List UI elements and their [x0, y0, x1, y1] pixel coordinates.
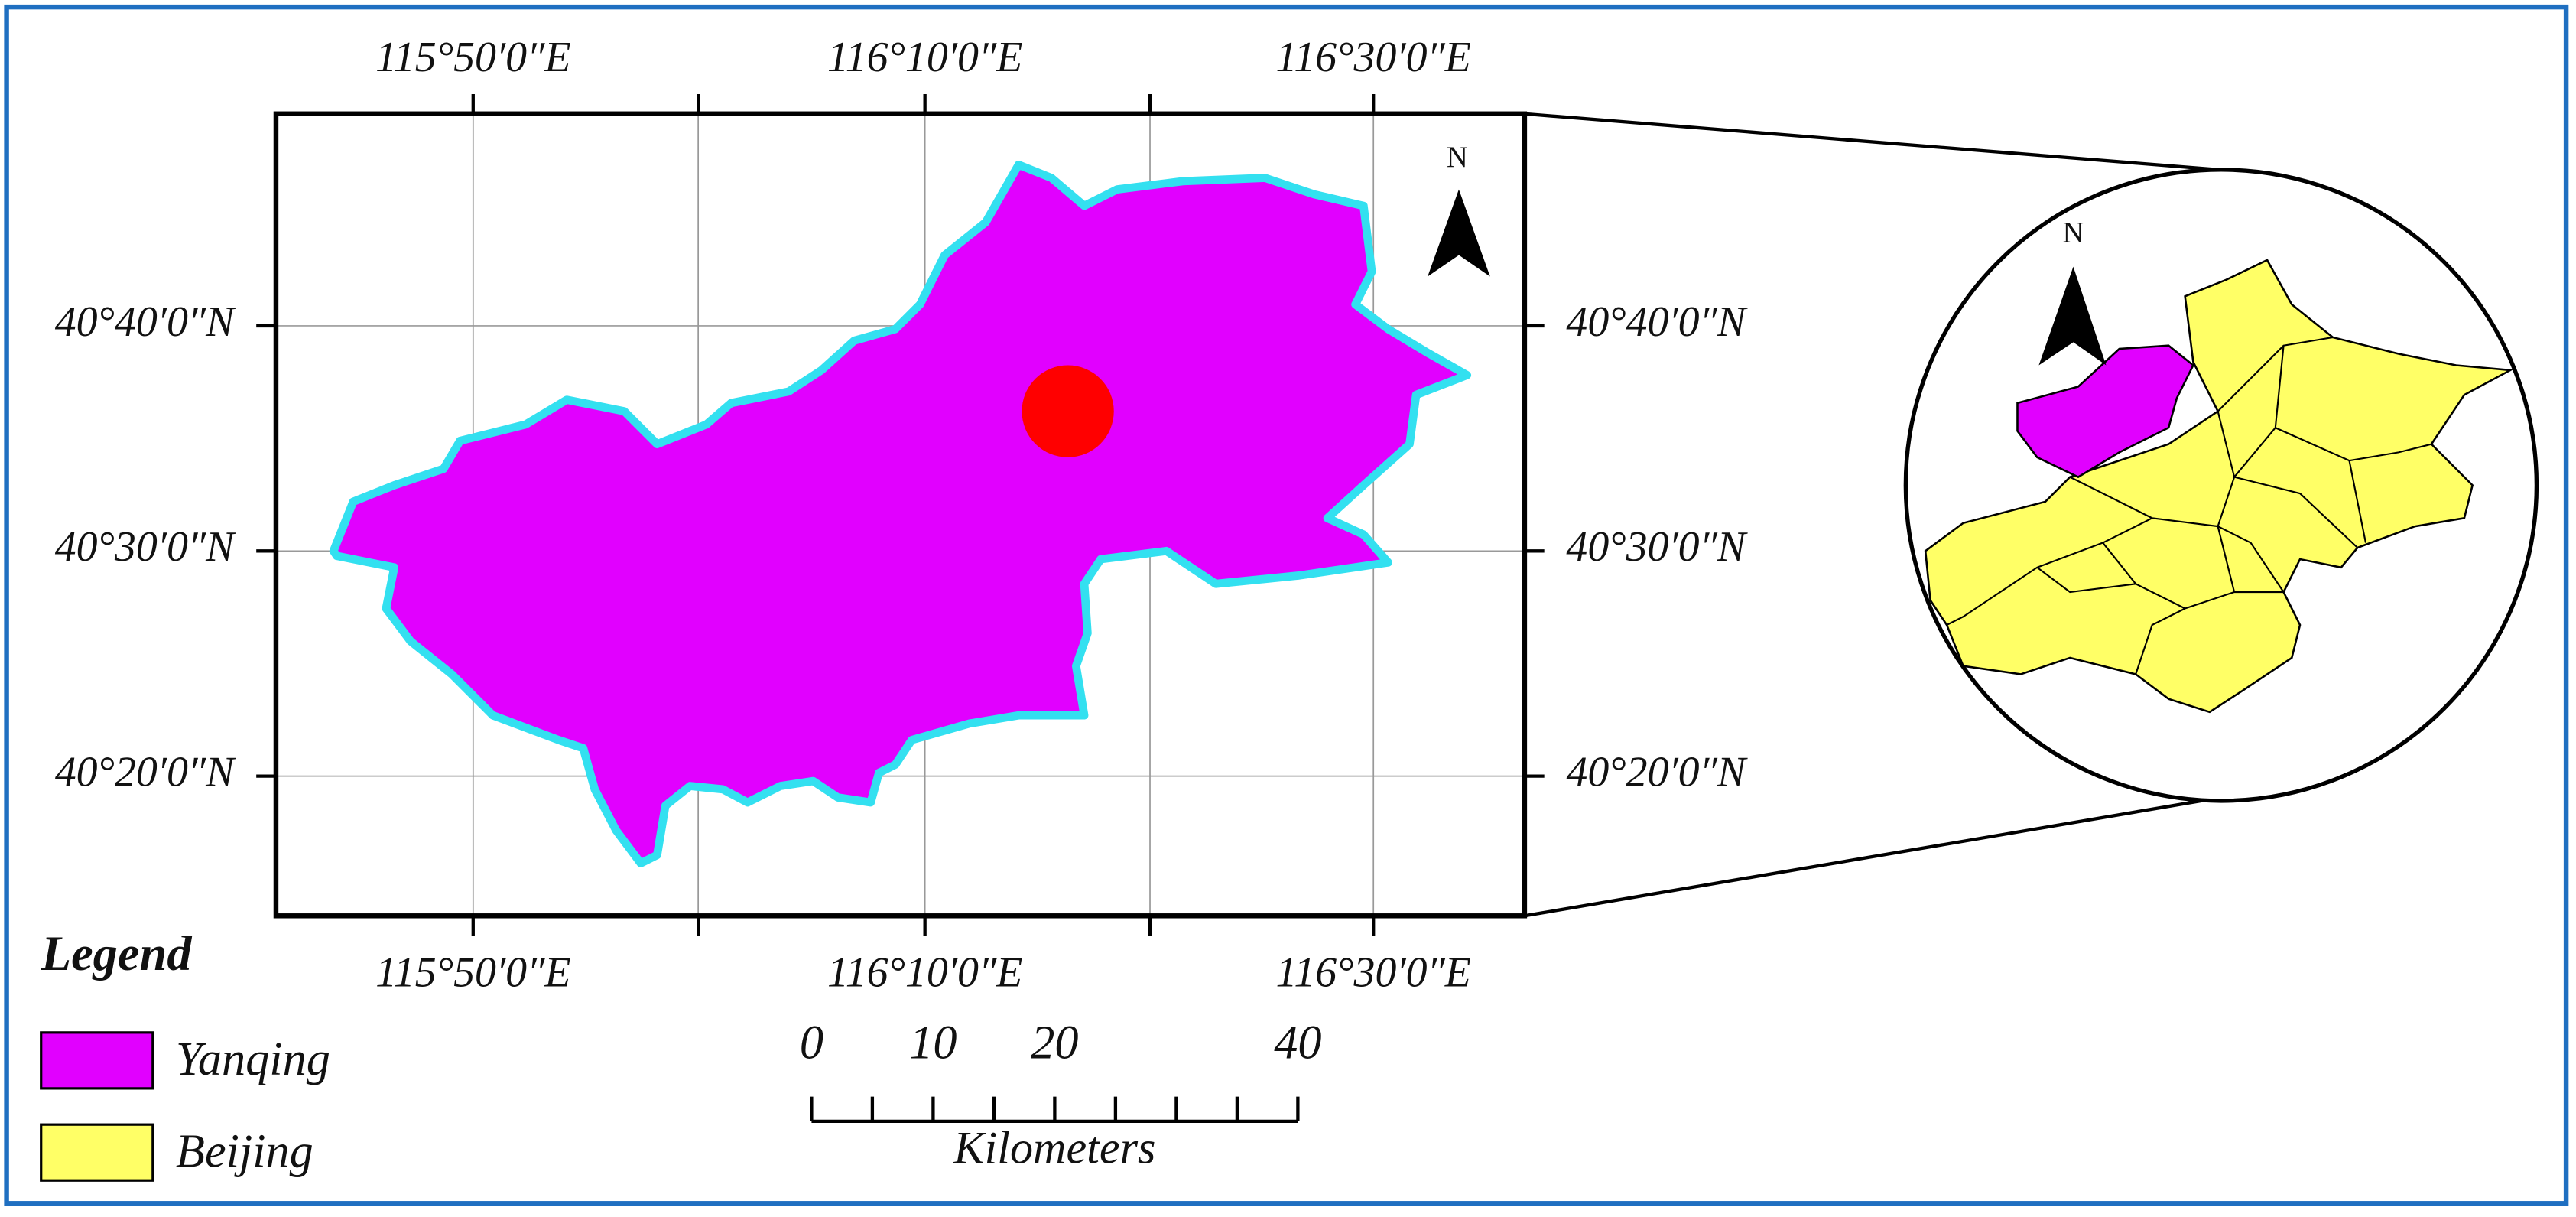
lon-label: 116°30′0″E — [1276, 34, 1471, 81]
lon-label: 116°30′0″E — [1276, 949, 1471, 997]
study-site — [1022, 365, 1114, 457]
inset-north-arrow — [2038, 266, 2107, 366]
legend-title: Legend — [41, 926, 193, 981]
lat-label: 40°40′0″N — [55, 298, 236, 346]
frame-ticks — [256, 93, 1545, 936]
lat-label: 40°30′0″N — [1566, 523, 1747, 571]
map-frame — [273, 111, 1528, 919]
yanqing-inset-region — [2016, 344, 2194, 479]
legend-swatch — [40, 1031, 154, 1090]
lat-label: 40°30′0″N — [55, 523, 236, 571]
inset-north-label: N — [2063, 217, 2084, 249]
main-map: N — [256, 93, 1545, 936]
lon-label: 115°50′0″E — [375, 34, 570, 81]
outer-border — [4, 4, 2569, 1206]
legend-swatch — [40, 1123, 154, 1182]
scale-label: 0 — [800, 1016, 823, 1069]
scale-bar: Kilometers 0 10 20 40 — [800, 1016, 1322, 1173]
lon-label: 116°10′0″E — [827, 949, 1022, 997]
legend: Legend Yanqing Beijing — [40, 926, 330, 1182]
lon-label: 116°10′0″E — [827, 34, 1022, 81]
lat-label: 40°40′0″N — [1566, 298, 1747, 346]
scale-label: 20 — [1031, 1016, 1078, 1069]
scale-label: 10 — [909, 1016, 957, 1069]
connector-line — [1524, 112, 2218, 171]
inset-map: N — [1903, 168, 2539, 803]
north-arrow — [1428, 189, 1490, 277]
north-label: N — [1447, 142, 1468, 174]
connector-line — [1524, 799, 2202, 918]
legend-label: Yanqing — [176, 1033, 330, 1085]
district-boundaries — [1946, 336, 2432, 675]
lat-label: 40°20′0″N — [55, 748, 236, 796]
legend-label: Beijing — [176, 1124, 313, 1177]
scale-unit: Kilometers — [953, 1122, 1155, 1173]
lon-label: 115°50′0″E — [375, 949, 570, 997]
yanqing-region — [329, 161, 1472, 867]
scale-label: 40 — [1274, 1016, 1321, 1069]
lat-label: 40°20′0″N — [1566, 748, 1747, 796]
